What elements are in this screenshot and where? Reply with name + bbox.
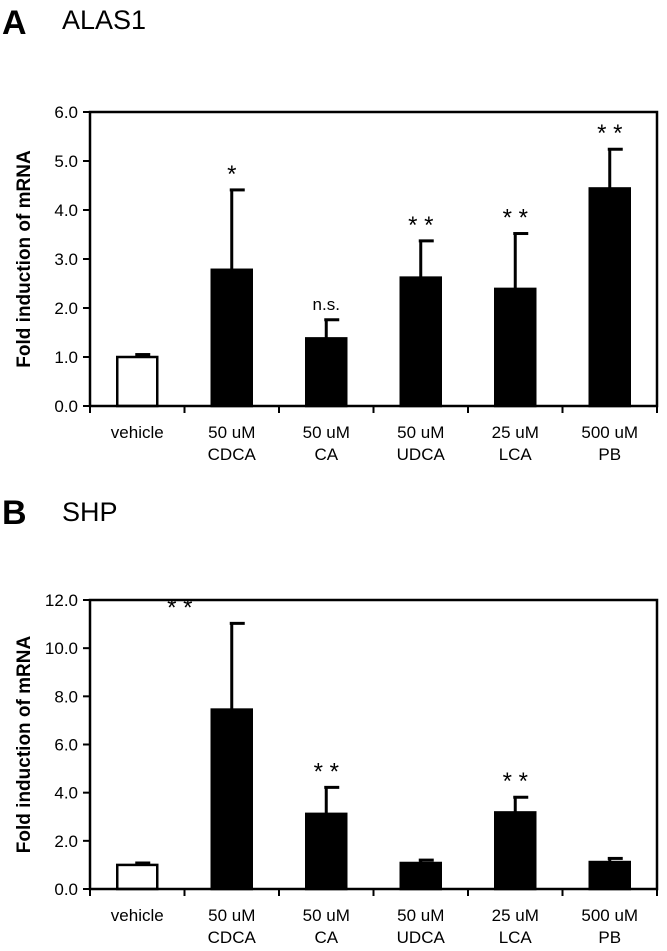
y-tick-label: 2.0 <box>54 299 78 318</box>
x-tick-label: CA <box>314 445 338 464</box>
x-tick-label: vehicle <box>111 423 164 442</box>
x-tick-label: 25 uM <box>492 906 539 925</box>
x-tick-label: CDCA <box>208 445 257 464</box>
x-tick-label: LCA <box>499 445 533 464</box>
significance-label: * * <box>503 205 528 232</box>
y-tick-label: 0.0 <box>54 397 78 416</box>
y-axis-label: Fold induction of mRNA <box>14 636 35 854</box>
bar <box>494 287 537 408</box>
x-tick-label: 25 uM <box>492 423 539 442</box>
x-tick-label: CDCA <box>208 928 257 947</box>
y-tick-label: 4.0 <box>54 201 78 220</box>
shp-bar-chart: Fold induction of mRNA 0.0 2.0 4.0 6.0 8.0 10.… <box>14 591 659 947</box>
panel-b: B SHP Fold induction of mRNA 0.0 2.0 4.0 6.0… <box>0 476 667 951</box>
x-tick-label: 50 uM <box>208 423 255 442</box>
x-tick-label: 500 uM <box>581 423 638 442</box>
x-tick-label: 50 uM <box>208 906 255 925</box>
significance-label: n.s. <box>313 295 340 314</box>
y-tick-label: 2.0 <box>54 832 78 851</box>
bar <box>494 811 537 891</box>
x-tick-label: PB <box>598 928 621 947</box>
bar <box>399 861 442 891</box>
bar <box>305 812 348 891</box>
y-tick-label: 12.0 <box>45 591 78 610</box>
significance-label: * <box>227 161 236 188</box>
significance-label: * * <box>314 758 339 785</box>
x-tick-label: 50 uM <box>397 423 444 442</box>
bar <box>116 863 159 891</box>
x-tick-label: 50 uM <box>397 906 444 925</box>
x-tick-label: UDCA <box>397 928 446 947</box>
bar <box>588 187 631 408</box>
y-tick-label: 3.0 <box>54 250 78 269</box>
y-tick-label: 1.0 <box>54 348 78 367</box>
x-tick-label: vehicle <box>111 906 164 925</box>
bar <box>210 268 253 408</box>
chart-title: SHP <box>62 497 118 527</box>
x-tick-label: 500 uM <box>581 906 638 925</box>
alas1-bar-chart: Fold induction of mRNA 0.0 1.0 2.0 3.0 4.0 5.0… <box>14 103 659 464</box>
x-tick-label: CA <box>314 928 338 947</box>
y-axis-label: Fold induction of mRNA <box>14 150 35 368</box>
bar <box>210 708 253 891</box>
y-tick-label: 10.0 <box>45 639 78 658</box>
y-tick-label: 5.0 <box>54 152 78 171</box>
significance-label: * * <box>503 768 528 795</box>
y-tick-label: 4.0 <box>54 784 78 803</box>
panel-letter: A <box>2 4 27 42</box>
panel-letter: B <box>2 494 27 532</box>
panel-a: A ALAS1 Fold induction of mRNA 0.0 1.0 2.0 3… <box>0 0 667 475</box>
bar <box>399 276 442 408</box>
significance-label: * * <box>597 120 622 147</box>
y-tick-label: 0.0 <box>54 880 78 899</box>
bar <box>305 337 348 408</box>
chart-title: ALAS1 <box>62 5 147 35</box>
bar <box>588 860 631 891</box>
y-tick-label: 6.0 <box>54 736 78 755</box>
x-tick-label: 50 uM <box>303 423 350 442</box>
x-tick-label: 50 uM <box>303 906 350 925</box>
significance-label: * * <box>167 594 192 621</box>
x-tick-label: UDCA <box>397 445 446 464</box>
plot-frame <box>88 598 659 891</box>
y-tick-label: 8.0 <box>54 687 78 706</box>
y-tick-label: 6.0 <box>54 103 78 122</box>
x-tick-label: PB <box>598 445 621 464</box>
bar <box>116 355 159 408</box>
plot-frame <box>88 110 659 408</box>
x-tick-label: LCA <box>499 928 533 947</box>
significance-label: * * <box>408 212 433 239</box>
